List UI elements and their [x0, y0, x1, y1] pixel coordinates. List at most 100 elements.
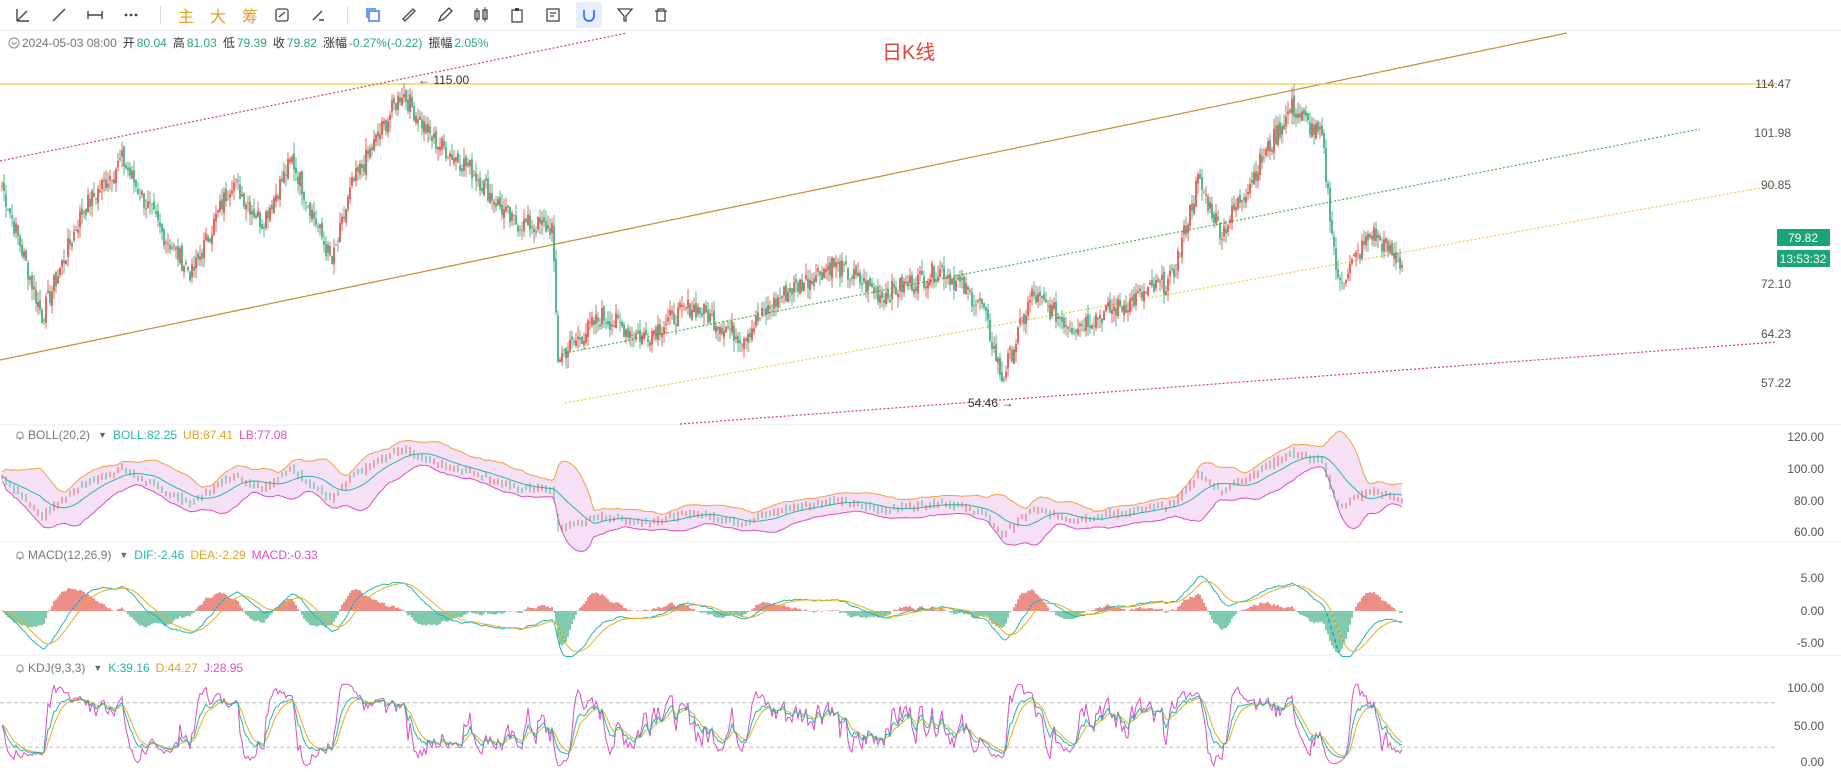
candle-body: [645, 329, 647, 335]
candle-body: [889, 299, 891, 303]
big-button[interactable]: 大: [209, 9, 226, 26]
candle-body: [807, 278, 809, 289]
candle-body: [783, 286, 785, 296]
main-button[interactable]: 主: [177, 9, 194, 26]
candle-body: [1259, 153, 1261, 175]
price-axis-label: 72.10: [1761, 277, 1791, 291]
candle-body: [681, 304, 683, 307]
clipboard-icon[interactable]: [504, 2, 530, 28]
candle-body: [1319, 126, 1321, 130]
candle-body: [633, 337, 635, 339]
candle-body: [861, 283, 863, 286]
candle-body: [1309, 122, 1311, 135]
drawing-lines[interactable]: [0, 32, 1778, 425]
candle-body: [299, 172, 301, 187]
candle-body: [883, 300, 885, 304]
candle-body: [1365, 235, 1367, 246]
edit-doc-icon[interactable]: [540, 2, 566, 28]
candle-body: [553, 225, 555, 262]
candle-body: [539, 217, 541, 224]
candle-body: [327, 245, 329, 253]
candle-body: [545, 221, 547, 232]
candle-body: [1277, 124, 1279, 146]
candle-body: [575, 340, 577, 346]
candle-body: [761, 308, 763, 316]
chevron-down-icon[interactable]: ▼: [98, 430, 107, 440]
candle-body: [847, 267, 849, 280]
candle-body: [627, 328, 629, 338]
candle-body: [253, 209, 255, 217]
candle-body: [1201, 177, 1203, 190]
collapse-icon[interactable]: [8, 37, 20, 49]
candle-body: [961, 278, 963, 280]
trend-line-icon[interactable]: [46, 2, 72, 28]
candle-body: [1153, 283, 1155, 292]
bell-icon[interactable]: [14, 429, 26, 441]
candle-body: [1355, 252, 1357, 258]
amplitude-label: 振幅: [428, 36, 453, 50]
candle-body: [913, 289, 915, 294]
trash-icon[interactable]: [648, 2, 674, 28]
candle-body: [1307, 113, 1309, 121]
candle-body: [561, 353, 563, 362]
candlestick-series[interactable]: [1, 83, 1403, 383]
candle-body: [473, 174, 475, 176]
pen-icon[interactable]: [432, 2, 458, 28]
candle-body: [161, 224, 163, 232]
candle-body: [1025, 315, 1027, 325]
more-icon[interactable]: [118, 2, 144, 28]
candle-body: [957, 277, 959, 280]
candle-body: [1205, 194, 1207, 196]
overlay-icon[interactable]: [269, 2, 295, 28]
channel-line: [0, 32, 1568, 361]
candle-body: [387, 120, 389, 134]
candle-body: [1139, 288, 1141, 292]
candle-body: [1369, 234, 1371, 238]
candle-body: [1141, 291, 1143, 299]
candle-body: [1267, 141, 1269, 151]
magnet-icon[interactable]: [576, 2, 602, 28]
candle-body: [1303, 109, 1305, 115]
chevron-down-icon[interactable]: ▼: [93, 663, 103, 673]
candle-body: [413, 105, 415, 121]
candle-body: [119, 158, 121, 160]
candle-body: [721, 327, 723, 334]
candle-body: [817, 268, 819, 272]
chevron-down-icon[interactable]: ▼: [119, 550, 129, 560]
toolbar-divider: [160, 6, 161, 24]
candle-body: [1149, 282, 1151, 285]
candle-body: [1385, 238, 1387, 243]
bell-icon[interactable]: [14, 662, 26, 674]
ruler-icon[interactable]: [396, 2, 422, 28]
eraser-icon[interactable]: [305, 2, 331, 28]
candle-body: [571, 336, 573, 340]
trend-angle-icon[interactable]: [10, 2, 36, 28]
candle-body: [709, 313, 711, 322]
candle-body: [429, 126, 431, 134]
candle-body: [97, 188, 99, 203]
candle-body: [1165, 291, 1167, 296]
candle-body: [907, 281, 909, 287]
boll-name: BOLL(20,2): [28, 428, 91, 442]
macd-legend: MACD(12,26,9) ▼ DIF:-2.46 DEA:-2.29 MACD…: [14, 548, 324, 562]
toolbar-divider: [347, 6, 348, 24]
amplitude-value: 2.05%: [454, 35, 489, 50]
copy-icon[interactable]: [360, 2, 386, 28]
candle-body: [857, 272, 859, 276]
kdj-panel: [0, 683, 1777, 767]
candle-body: [855, 266, 857, 276]
candle-body: [585, 334, 587, 343]
chip-button[interactable]: 筹: [241, 9, 258, 26]
open-value: 80.04: [136, 35, 167, 50]
candle-body: [943, 266, 945, 280]
bell-icon[interactable]: [14, 549, 26, 561]
measure-icon[interactable]: [82, 2, 108, 28]
candle-body: [1379, 236, 1381, 241]
candle-body: [1005, 371, 1007, 378]
candle-body: [849, 279, 851, 281]
candle-body: [803, 282, 805, 291]
candle-icon[interactable]: [468, 2, 494, 28]
candle-body: [1091, 325, 1093, 329]
filter-icon[interactable]: [612, 2, 638, 28]
chart-canvas[interactable]: 114.47 101.98 90.85 72.10 64.23 57.22 79.82 13:…: [0, 31, 1841, 776]
